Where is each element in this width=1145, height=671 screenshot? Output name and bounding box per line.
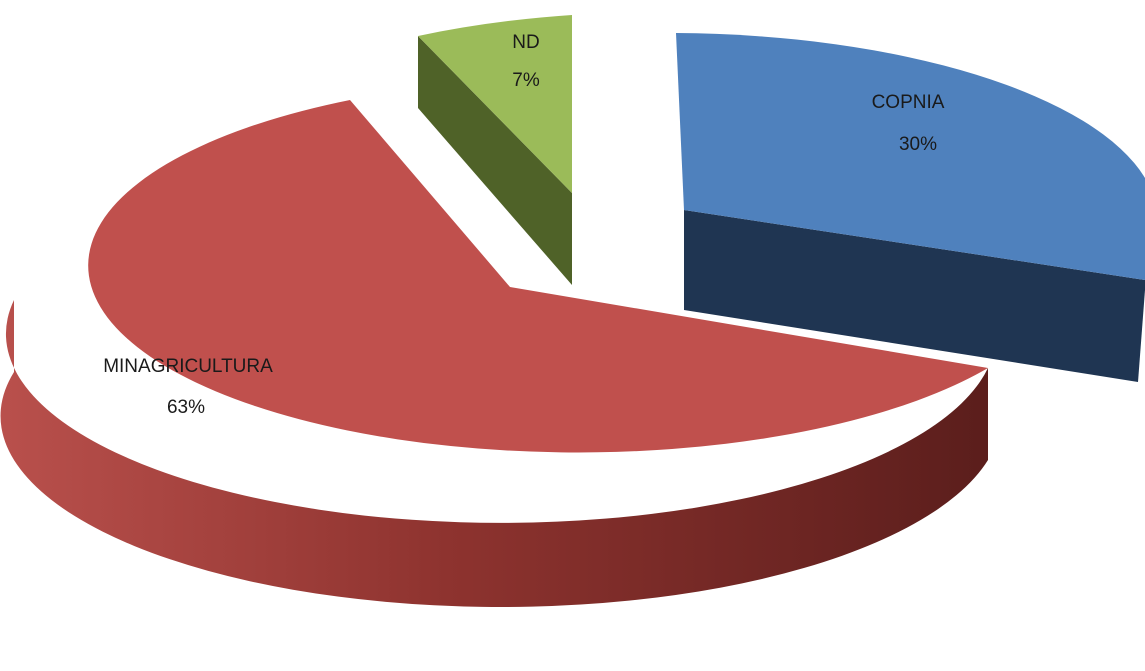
pie-slice-nd-side [418, 36, 572, 285]
data-label-nd-name: ND [512, 32, 539, 53]
data-label-nd-value: 7% [512, 70, 540, 91]
pie-slice-copnia-top [676, 33, 1145, 280]
data-label-copnia-value: 30% [899, 134, 937, 155]
pie-slice-nd-top [418, 15, 572, 193]
pie-slice-copnia [676, 33, 1145, 382]
pie-slice-minagricultura-top [88, 100, 988, 453]
pie-slice-nd [418, 15, 572, 285]
pie-slice-minagricultura [0, 100, 988, 607]
pie-slice-copnia-side [684, 210, 1145, 382]
data-label-copnia-name: COPNIA [872, 92, 945, 113]
pie-slice-minagricultura-side [0, 300, 988, 607]
data-label-minagricultura-name: MINAGRICULTURA [103, 356, 273, 377]
data-label-minagricultura-value: 63% [167, 397, 205, 418]
